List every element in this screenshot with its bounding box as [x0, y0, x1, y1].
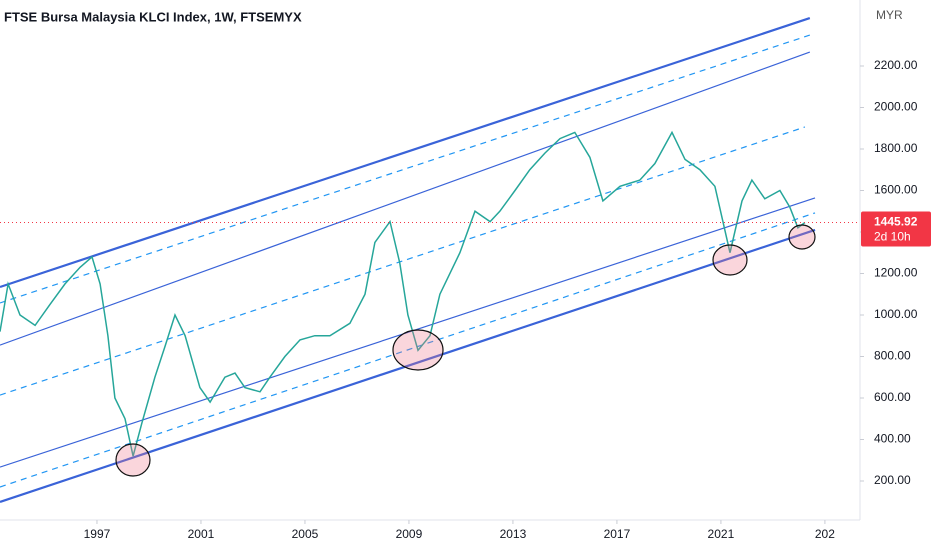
y-tick-label: 2000.00 — [874, 100, 918, 114]
axes: 200.00 400.00 600.00 800.00 1000.00 1200.00 14… — [84, 58, 931, 541]
x-tick-label: 2005 — [292, 527, 319, 541]
highlight-ellipse — [392, 329, 444, 371]
x-tick-label: 2013 — [500, 527, 527, 541]
last-price-box — [861, 211, 931, 247]
highlight-ellipse — [788, 224, 816, 250]
chart-title: FTSE Bursa Malaysia KLCI Index, 1W, FTSE… — [4, 9, 302, 24]
x-tick-label: 2021 — [708, 527, 735, 541]
trend-line — [0, 17, 811, 289]
y-tick-label: 2200.00 — [874, 58, 918, 72]
x-tick-label: 202 — [815, 527, 835, 541]
countdown-label: 2d 10h — [874, 230, 911, 244]
trend-line — [0, 228, 816, 503]
x-tick-label: 2009 — [396, 527, 423, 541]
y-tick-label: 400.00 — [874, 432, 911, 446]
y-tick-label: 600.00 — [874, 390, 911, 404]
highlight-ellipse — [712, 244, 748, 276]
y-tick-label: 1800.00 — [874, 141, 918, 155]
trend-line — [0, 212, 816, 488]
x-tick-label: 2017 — [604, 527, 631, 541]
y-tick-label: 1200.00 — [874, 266, 918, 280]
price-axis-panel — [860, 0, 932, 550]
trend-line — [0, 197, 816, 468]
plot-area — [0, 17, 860, 503]
trend-line — [0, 126, 806, 396]
price-line — [0, 130, 806, 457]
last-price-label: 1445.92 — [874, 215, 918, 229]
currency-label: MYR — [876, 8, 903, 22]
x-tick-label: 1997 — [84, 527, 111, 541]
y-tick-label: 800.00 — [874, 349, 911, 363]
x-tick-label: 2001 — [188, 527, 215, 541]
trend-line — [0, 51, 811, 346]
y-tick-label: 200.00 — [874, 473, 911, 487]
y-tick-label: 1000.00 — [874, 307, 918, 321]
highlight-ellipse — [115, 443, 151, 477]
y-tick-label: 1600.00 — [874, 183, 918, 197]
